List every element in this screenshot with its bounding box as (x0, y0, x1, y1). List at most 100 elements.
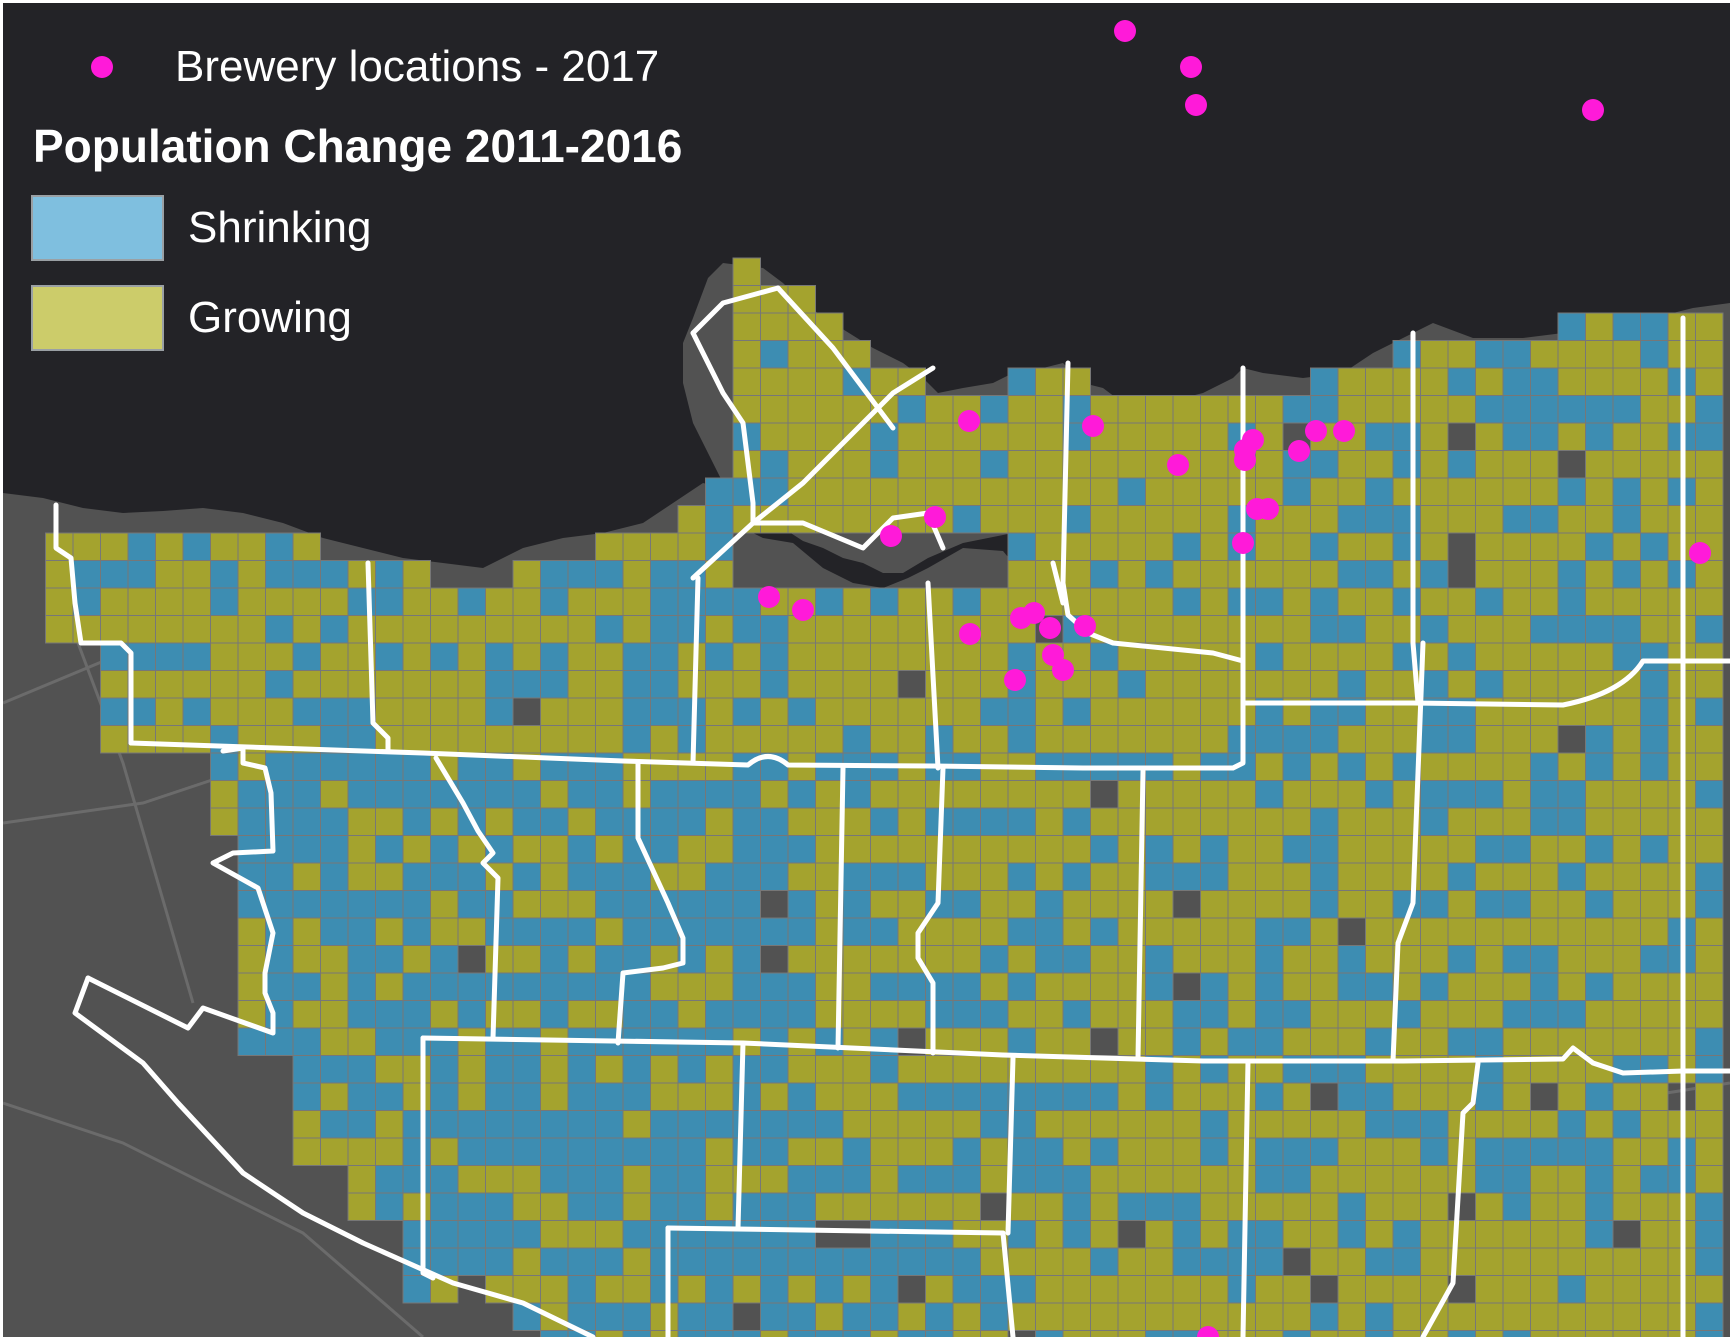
grid-cell-shrinking[interactable] (1530, 1000, 1559, 1029)
grid-cell-shrinking[interactable] (1447, 862, 1476, 891)
grid-cell-growing[interactable] (870, 1000, 899, 1029)
grid-cell-shrinking[interactable] (1557, 1110, 1586, 1139)
grid-cell-growing[interactable] (760, 395, 789, 424)
grid-cell-growing[interactable] (1420, 752, 1449, 781)
grid-cell-growing[interactable] (1640, 1110, 1669, 1139)
grid-cell-growing[interactable] (1557, 505, 1586, 534)
grid-cell-growing[interactable] (512, 890, 541, 919)
grid-cell-growing[interactable] (732, 257, 761, 286)
grid-cell-shrinking[interactable] (292, 972, 321, 1001)
grid-cell-growing[interactable] (430, 670, 459, 699)
grid-cell-shrinking[interactable] (1530, 752, 1559, 781)
grid-cell-growing[interactable] (1090, 1275, 1119, 1304)
grid-cell-growing[interactable] (402, 615, 431, 644)
grid-cell-shrinking[interactable] (430, 972, 459, 1001)
grid-cell-growing[interactable] (1557, 890, 1586, 919)
grid-cell-growing[interactable] (1640, 780, 1669, 809)
grid-cell-growing[interactable] (1475, 752, 1504, 781)
grid-cell-growing[interactable] (787, 945, 816, 974)
grid-cell-shrinking[interactable] (457, 587, 486, 616)
grid-cell-growing[interactable] (1062, 890, 1091, 919)
grid-cell-growing[interactable] (980, 1165, 1009, 1194)
grid-cell-growing[interactable] (595, 532, 624, 561)
grid-cell-growing[interactable] (622, 1165, 651, 1194)
grid-cell-shrinking[interactable] (1145, 1192, 1174, 1221)
grid-cell-growing[interactable] (1365, 532, 1394, 561)
grid-cell-shrinking[interactable] (980, 1000, 1009, 1029)
grid-cell-shrinking[interactable] (1117, 670, 1146, 699)
grid-cell-growing[interactable] (1502, 1110, 1531, 1139)
grid-cell-growing[interactable] (897, 422, 926, 451)
grid-cell-growing[interactable] (1530, 917, 1559, 946)
grid-cell-shrinking[interactable] (842, 1165, 871, 1194)
grid-cell-growing[interactable] (1502, 670, 1531, 699)
grid-cell-growing[interactable] (1447, 835, 1476, 864)
grid-cell-growing[interactable] (952, 1055, 981, 1084)
grid-cell-growing[interactable] (210, 807, 239, 836)
grid-cell-shrinking[interactable] (265, 670, 294, 699)
grid-cell-growing[interactable] (1282, 945, 1311, 974)
grid-cell-shrinking[interactable] (1145, 560, 1174, 589)
grid-cell-shrinking[interactable] (650, 560, 679, 589)
grid-cell-growing[interactable] (870, 1192, 899, 1221)
grid-cell-growing[interactable] (1255, 807, 1284, 836)
grid-cell-growing[interactable] (512, 642, 541, 671)
grid-cell-growing[interactable] (1200, 1165, 1229, 1194)
grid-cell-shrinking[interactable] (1420, 1110, 1449, 1139)
grid-cell-shrinking[interactable] (540, 1137, 569, 1166)
grid-cell-shrinking[interactable] (1310, 1137, 1339, 1166)
grid-cell-growing[interactable] (512, 560, 541, 589)
grid-cell-growing[interactable] (430, 1000, 459, 1029)
grid-cell-shrinking[interactable] (347, 1055, 376, 1084)
grid-cell-growing[interactable] (952, 835, 981, 864)
grid-cell-shrinking[interactable] (1035, 1082, 1064, 1111)
grid-cell-growing[interactable] (1145, 1220, 1174, 1249)
grid-cell-growing[interactable] (430, 615, 459, 644)
grid-cell-shrinking[interactable] (1475, 1137, 1504, 1166)
grid-cell-growing[interactable] (457, 1082, 486, 1111)
grid-cell-growing[interactable] (375, 972, 404, 1001)
grid-cell-growing[interactable] (1255, 560, 1284, 589)
grid-cell-shrinking[interactable] (430, 1165, 459, 1194)
grid-cell-growing[interactable] (732, 725, 761, 754)
grid-cell-growing[interactable] (787, 1137, 816, 1166)
grid-cell-growing[interactable] (677, 862, 706, 891)
grid-cell-growing[interactable] (320, 587, 349, 616)
grid-cell-shrinking[interactable] (1475, 780, 1504, 809)
grid-cell-growing[interactable] (1200, 807, 1229, 836)
grid-cell-shrinking[interactable] (320, 1110, 349, 1139)
grid-cell-growing[interactable] (1090, 697, 1119, 726)
grid-cell-growing[interactable] (842, 1027, 871, 1056)
grid-cell-shrinking[interactable] (375, 642, 404, 671)
grid-cell-growing[interactable] (1695, 972, 1724, 1001)
grid-cell-growing[interactable] (430, 697, 459, 726)
grid-cell-growing[interactable] (1695, 340, 1724, 369)
grid-cell-growing[interactable] (1695, 450, 1724, 479)
grid-cell-growing[interactable] (815, 835, 844, 864)
grid-cell-growing[interactable] (1090, 505, 1119, 534)
grid-cell-growing[interactable] (347, 862, 376, 891)
grid-cell-growing[interactable] (1145, 780, 1174, 809)
grid-cell-shrinking[interactable] (1695, 780, 1724, 809)
grid-cell-shrinking[interactable] (760, 615, 789, 644)
grid-cell-shrinking[interactable] (705, 1247, 734, 1276)
grid-cell-growing[interactable] (1640, 1082, 1669, 1111)
grid-cell-growing[interactable] (1640, 890, 1669, 919)
grid-cell-growing[interactable] (1585, 340, 1614, 369)
grid-cell-shrinking[interactable] (1310, 450, 1339, 479)
grid-cell-growing[interactable] (1200, 560, 1229, 589)
grid-cell-growing[interactable] (1200, 477, 1229, 506)
grid-cell-growing[interactable] (760, 1165, 789, 1194)
grid-cell-growing[interactable] (1420, 1027, 1449, 1056)
grid-cell-shrinking[interactable] (485, 1137, 514, 1166)
brewery-marker[interactable] (959, 623, 981, 645)
grid-cell-shrinking[interactable] (595, 807, 624, 836)
grid-cell-shrinking[interactable] (760, 1275, 789, 1304)
grid-cell-shrinking[interactable] (760, 1192, 789, 1221)
grid-cell-shrinking[interactable] (760, 340, 789, 369)
grid-cell-growing[interactable] (237, 532, 266, 561)
grid-cell-growing[interactable] (1475, 807, 1504, 836)
grid-cell-growing[interactable] (1475, 505, 1504, 534)
grid-cell-growing[interactable] (870, 642, 899, 671)
grid-cell-shrinking[interactable] (925, 1082, 954, 1111)
